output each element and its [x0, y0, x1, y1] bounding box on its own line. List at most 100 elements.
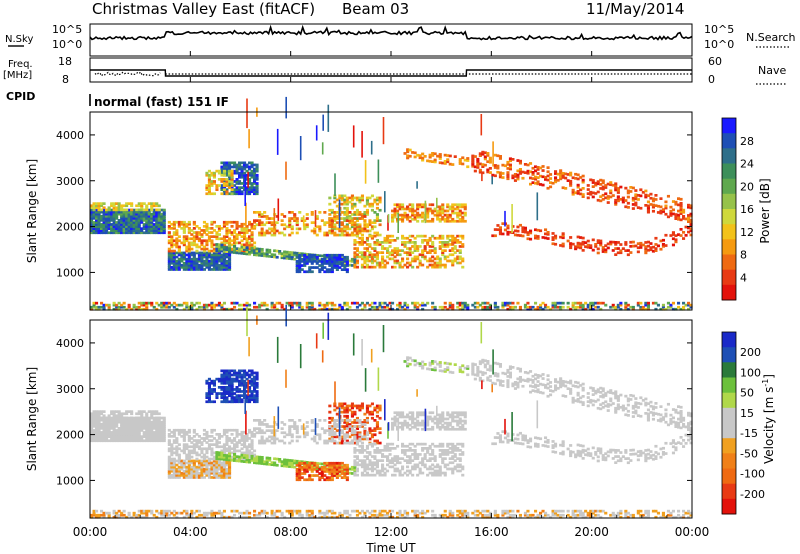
power-cell — [175, 263, 179, 267]
power-cell — [92, 303, 96, 307]
power-cell — [120, 305, 124, 309]
power-cell — [233, 184, 237, 187]
noise-tick-low-left: 10^0 — [52, 38, 82, 51]
velocity-cell — [130, 420, 134, 424]
power-cell — [626, 253, 630, 257]
power-cell — [438, 217, 442, 221]
velocity-cell — [105, 437, 109, 440]
velocity-cell — [125, 439, 129, 443]
power-cell — [90, 214, 94, 218]
power-cell — [100, 210, 104, 214]
power-cell — [303, 225, 307, 229]
velocity-cell — [225, 474, 229, 477]
power-cell — [486, 170, 490, 174]
power-cell — [250, 222, 254, 226]
power-cell — [182, 231, 186, 234]
velocity-cell — [142, 420, 146, 424]
power-cell — [238, 167, 242, 171]
power-cell — [541, 165, 545, 168]
power-cell — [418, 253, 422, 257]
power-cell — [250, 184, 254, 187]
power-cell — [541, 183, 545, 187]
power-cell — [170, 266, 174, 269]
power-cell — [107, 214, 111, 218]
velocity-cell — [350, 472, 354, 475]
velocity-cell — [238, 433, 242, 436]
power-cell — [175, 229, 179, 232]
power-cell — [473, 169, 477, 173]
power-cell — [175, 255, 179, 259]
power-cell — [466, 157, 470, 160]
power-cell — [433, 236, 437, 240]
power-cell — [225, 263, 229, 267]
velocity-cell — [105, 427, 109, 430]
velocity-cell — [192, 439, 196, 442]
velocity-cell — [205, 392, 209, 395]
power-cell — [401, 213, 405, 217]
power-cell — [511, 305, 515, 309]
velocity-cell — [338, 468, 342, 471]
power-cell — [340, 258, 344, 261]
power-cell — [95, 301, 99, 305]
power-cell — [305, 213, 309, 216]
power-cell — [330, 270, 334, 274]
power-cell — [443, 209, 447, 213]
power-cell — [258, 247, 262, 251]
power-cell — [461, 211, 465, 215]
power-cell — [682, 215, 686, 218]
power-cell — [368, 223, 372, 227]
power-cell — [358, 229, 362, 233]
power-cell — [97, 217, 101, 220]
power-cell — [310, 303, 314, 307]
power-cell — [310, 213, 314, 216]
power-cell — [406, 261, 410, 265]
velocity-cell — [122, 427, 126, 430]
velocity-cell — [222, 430, 226, 434]
velocity-cell — [105, 420, 109, 424]
velocity-cell — [305, 463, 309, 467]
power-streak — [382, 117, 385, 145]
power-cell — [275, 229, 279, 233]
velocity-cell — [300, 476, 304, 479]
power-cell — [401, 265, 405, 269]
power-cell — [569, 171, 573, 175]
power-cell — [616, 247, 620, 250]
power-cell — [202, 229, 206, 232]
velocity-cell — [245, 454, 249, 458]
power-cell — [486, 160, 490, 163]
power-cell — [406, 265, 410, 269]
power-cell — [360, 263, 364, 267]
power-cell — [634, 189, 638, 192]
velocity-cell — [348, 467, 352, 471]
power-cell — [654, 249, 658, 252]
velocity-cell — [250, 369, 254, 373]
velocity-cell — [248, 430, 252, 434]
velocity-cell — [95, 412, 99, 416]
power-cell — [546, 166, 550, 169]
power-cell — [481, 307, 485, 311]
velocity-cell — [303, 478, 307, 482]
velocity-cell — [97, 412, 101, 416]
power-cell — [122, 221, 126, 224]
power-cell — [396, 261, 400, 265]
power-cell — [471, 154, 475, 158]
velocity-cell — [250, 441, 254, 444]
power-cell — [107, 219, 111, 222]
power-cell — [230, 171, 234, 175]
velocity-cell — [220, 465, 224, 469]
power-cell — [197, 301, 201, 305]
power-cell — [526, 307, 530, 311]
velocity-cell — [197, 459, 201, 463]
power-cell — [155, 217, 159, 220]
velocity-cell — [220, 386, 224, 389]
velocity-cell — [275, 457, 279, 461]
velocity-cell — [150, 431, 154, 434]
power-cell — [250, 251, 254, 254]
power-cell — [228, 239, 232, 243]
power-cell — [501, 172, 505, 175]
velocity-cell — [270, 461, 274, 464]
power-cell — [498, 155, 502, 158]
power-cell — [320, 303, 324, 307]
power-cell — [333, 200, 337, 204]
power-cell — [222, 263, 226, 267]
